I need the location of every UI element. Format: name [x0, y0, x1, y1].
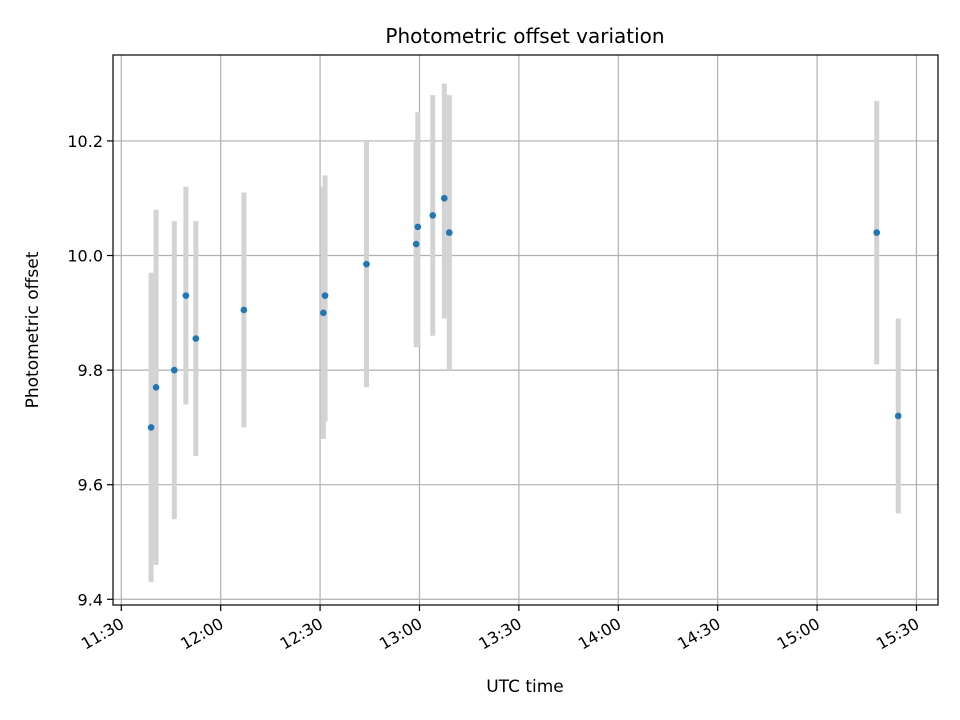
y-tick-label: 9.4	[78, 590, 103, 609]
chart-title: Photometric offset variation	[385, 24, 664, 48]
data-point	[873, 229, 881, 236]
data-point	[441, 194, 448, 202]
data-points	[147, 194, 902, 431]
data-point	[429, 212, 437, 219]
y-tick-label: 9.8	[78, 361, 103, 380]
data-point	[152, 383, 160, 391]
data-point	[182, 292, 190, 299]
data-point	[192, 335, 200, 342]
x-axis-title: UTC time	[486, 677, 564, 697]
y-tick-label: 10.2	[67, 132, 103, 151]
y-axis-title: Photometric offset	[23, 251, 43, 408]
data-point	[412, 240, 420, 248]
grid-lines	[113, 55, 938, 605]
data-point	[414, 223, 422, 231]
plot-frame	[112, 54, 939, 606]
data-point	[894, 412, 902, 420]
data-point	[363, 260, 370, 268]
y-tick-label: 10.0	[67, 247, 103, 266]
data-point	[147, 424, 155, 431]
data-point	[320, 309, 327, 317]
y-axis-ticks: 9.4 9.6 9.8 10.0 10.2	[67, 132, 113, 609]
data-point	[445, 229, 453, 236]
y-tick-label: 9.6	[78, 476, 103, 495]
data-point	[321, 292, 329, 299]
data-point	[170, 366, 178, 374]
data-point	[240, 306, 248, 314]
